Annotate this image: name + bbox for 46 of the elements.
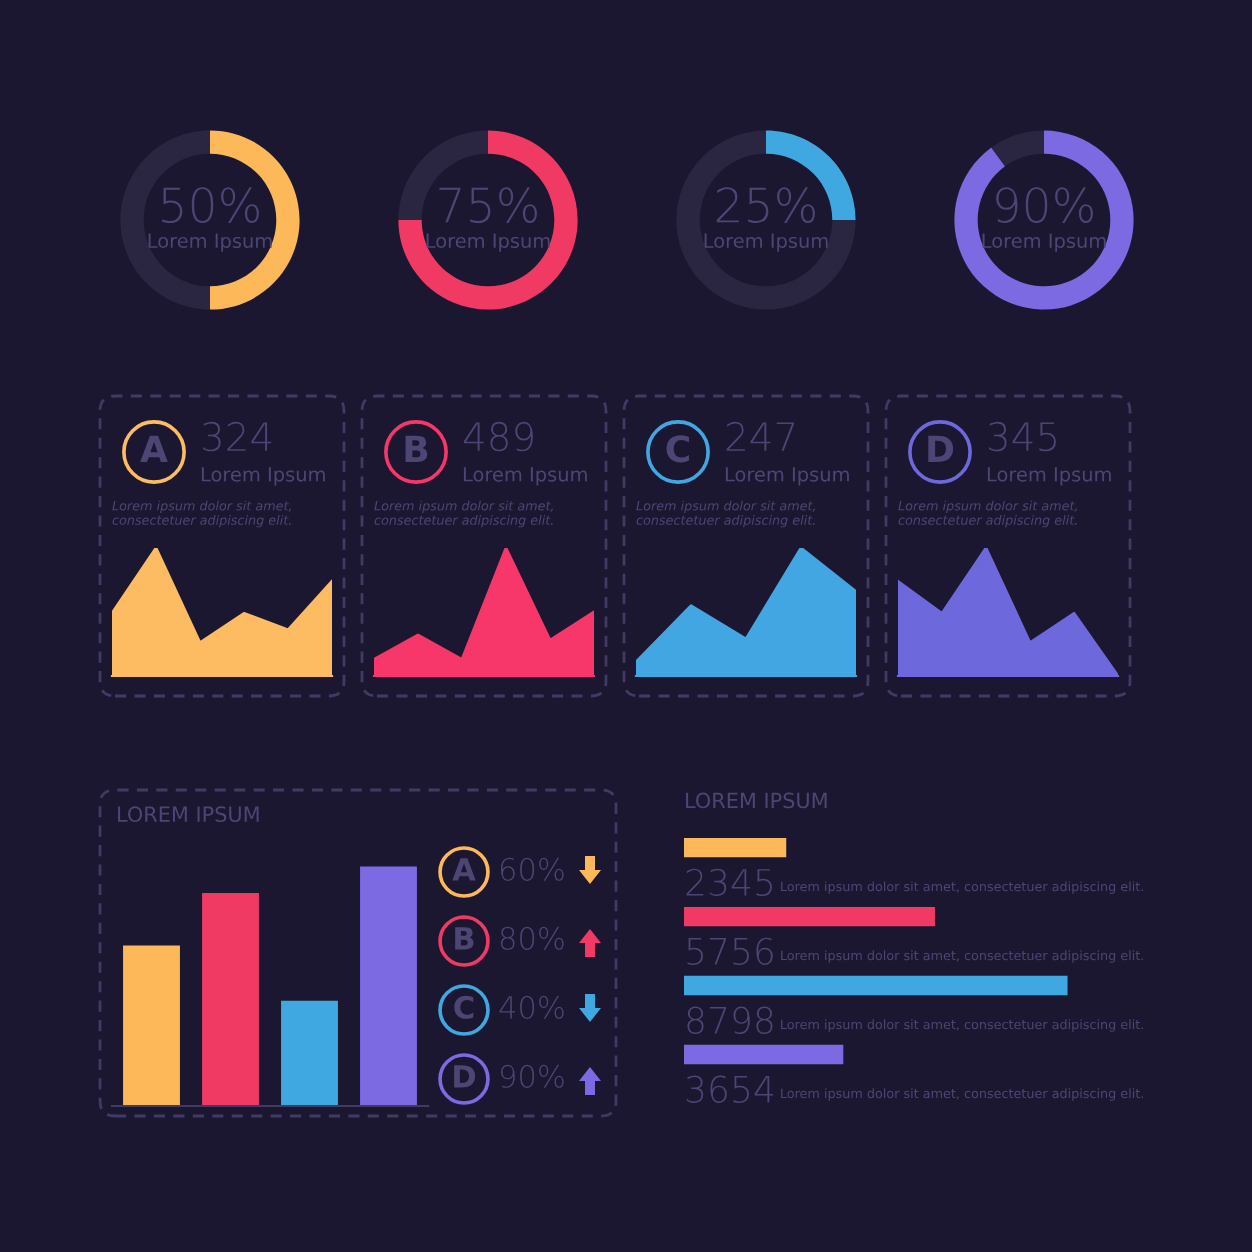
text: Lorem Ipsum — [725, 467, 849, 486]
text: Lorem Ipsum — [704, 233, 828, 252]
bar — [684, 837, 787, 858]
text: Lorem Ipsum — [148, 233, 272, 252]
text: 80% — [500, 926, 564, 950]
chart-title: LOREM IPSUM — [118, 806, 259, 823]
text: Lorem Ipsum — [463, 467, 587, 486]
text: A — [140, 435, 168, 462]
text: A — [452, 858, 476, 881]
bar — [360, 866, 417, 1106]
text: 40% — [499, 995, 564, 1019]
bar — [684, 906, 935, 927]
donut-slice — [954, 130, 1134, 310]
text: Lorem Ipsum — [982, 233, 1106, 252]
text: 489 — [463, 421, 533, 452]
text: C — [454, 995, 474, 1019]
text: 345 — [988, 421, 1056, 452]
data-label: 90% — [996, 187, 1093, 223]
donut-slice — [398, 130, 578, 310]
data-label: 2345 — [686, 868, 772, 896]
data-label: 75% — [439, 187, 537, 223]
data-label: 8798 — [687, 1006, 773, 1034]
bar — [684, 1044, 844, 1065]
text: B — [405, 435, 428, 462]
data-label: 5756 — [687, 937, 773, 965]
data-label: 50% — [162, 187, 259, 223]
donut-slice — [676, 130, 856, 310]
text: Lorem Ipsum — [426, 233, 550, 252]
text: 324 — [202, 421, 272, 452]
text: D — [454, 1065, 476, 1088]
text: B — [455, 927, 474, 950]
text: D — [928, 435, 954, 462]
text: C — [666, 435, 689, 463]
bar — [202, 892, 259, 1106]
text: Lorem Ipsum — [201, 467, 325, 486]
bar — [281, 1000, 338, 1106]
chart-title: LOREM IPSUM — [686, 792, 827, 809]
text: 60% — [500, 857, 564, 881]
text: 247 — [726, 421, 794, 451]
bar — [123, 945, 180, 1106]
donut-slice — [991, 130, 1044, 167]
text: 90% — [500, 1064, 564, 1088]
data-label: 25% — [716, 187, 815, 223]
bar — [684, 975, 1068, 996]
text: Lorem Ipsum — [987, 467, 1111, 486]
data-label: 3654 — [686, 1075, 774, 1103]
